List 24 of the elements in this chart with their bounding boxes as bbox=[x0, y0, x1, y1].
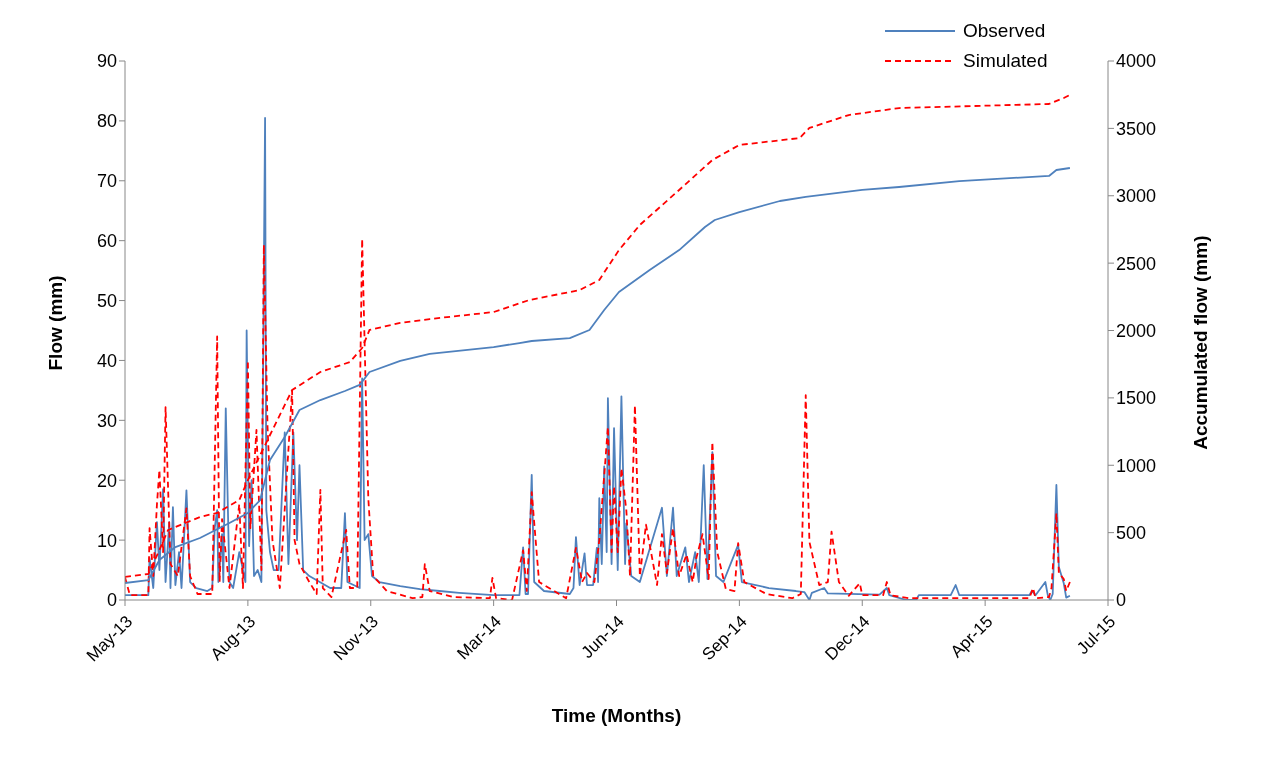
y2-tick-label: 4000 bbox=[1116, 51, 1157, 72]
y-tick-label: 70 bbox=[96, 171, 117, 192]
y2-tick-label: 3000 bbox=[1116, 186, 1157, 207]
y-tick-label: 10 bbox=[96, 530, 117, 551]
y2-tick-label: 2000 bbox=[1116, 320, 1157, 341]
y-tick-label: 40 bbox=[96, 350, 117, 371]
y-tick-label: 30 bbox=[96, 410, 117, 431]
y2-tick-label: 1000 bbox=[1116, 455, 1157, 476]
y-tick-label: 80 bbox=[96, 111, 117, 132]
y-tick-label: 0 bbox=[106, 590, 117, 611]
legend-label: Simulated bbox=[963, 50, 1048, 72]
y2-tick-label: 3500 bbox=[1116, 118, 1157, 139]
y2-tick-label: 500 bbox=[1116, 523, 1147, 544]
y-axis-title: Flow (mm) bbox=[44, 275, 66, 371]
x-axis-title: Time (Months) bbox=[551, 705, 682, 726]
y2-axis-title: Accumulated flow (mm) bbox=[1189, 235, 1211, 450]
y2-tick-label: 1500 bbox=[1116, 388, 1157, 409]
legend-label: Observed bbox=[963, 20, 1046, 42]
y-tick-label: 60 bbox=[96, 231, 117, 252]
y-tick-label: 50 bbox=[96, 290, 117, 311]
y2-tick-label: 0 bbox=[1116, 590, 1127, 611]
y2-tick-label: 2500 bbox=[1116, 253, 1157, 274]
y-tick-label: 90 bbox=[96, 51, 117, 72]
y-tick-label: 20 bbox=[96, 470, 117, 491]
